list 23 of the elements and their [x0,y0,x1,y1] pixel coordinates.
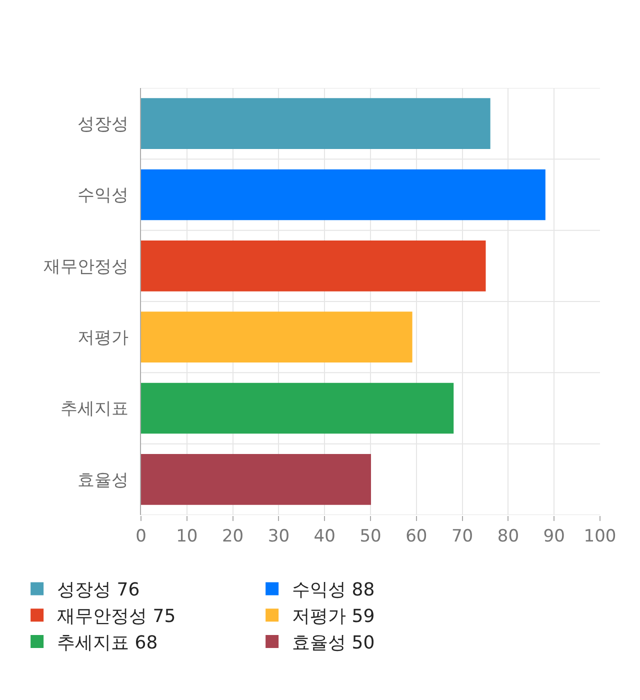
x-tick-label: 80 [497,526,520,546]
x-tick-label: 40 [314,526,336,546]
x-tick-label: 10 [176,526,198,546]
legend-label: 추세지표 68 [57,632,158,654]
y-tick-label: 추세지표 [60,399,129,420]
y-tick-label: 재무안정성 [44,256,129,277]
y-tick-label: 성장성 [78,114,129,135]
y-tick-label: 효율성 [78,470,129,490]
x-tick-label: 100 [584,526,616,546]
x-tick-label: 50 [360,526,382,546]
y-tick-label: 수익성 [78,186,129,206]
x-tick-label: 60 [406,526,428,546]
legend-label: 성장성 76 [57,580,140,601]
x-tick-label: 20 [222,526,244,546]
x-tick-label: 30 [268,526,290,546]
x-tick-label: 0 [136,526,146,546]
legend-label: 저평가 59 [292,606,375,628]
y-tick-label: 저평가 [78,328,129,348]
x-tick-label: 90 [543,526,565,546]
legend-label: 재무안정성 75 [57,606,176,628]
x-tick-label: 70 [451,526,474,546]
legend-label: 수익성 88 [292,580,375,601]
legend-label: 효율성 50 [292,632,375,654]
